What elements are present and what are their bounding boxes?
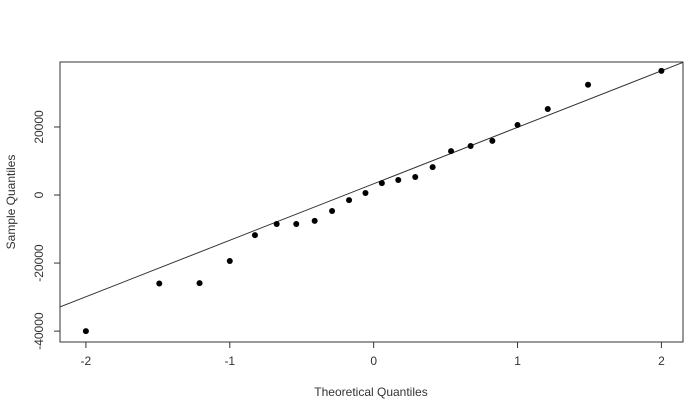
y-axis-label: Sample Quantiles [4, 155, 18, 250]
reference-line [60, 62, 683, 308]
point [429, 164, 436, 171]
point [362, 189, 369, 196]
point [395, 177, 402, 184]
point [346, 197, 353, 204]
x-axis-label: Theoretical Quantiles [314, 385, 427, 399]
point [448, 148, 455, 155]
x-tick-label: 1 [514, 354, 521, 368]
point [293, 220, 300, 227]
x-tick-label: -1 [224, 354, 235, 368]
point [412, 173, 419, 180]
point [658, 67, 665, 74]
y-tick-label: 0 [32, 191, 46, 198]
point [585, 81, 592, 88]
y-tick-label: -20000 [32, 244, 46, 282]
plot-frame [59, 61, 684, 343]
y-tick-label: 20000 [32, 110, 46, 144]
y-tick-label: -40000 [32, 312, 46, 350]
point [514, 121, 521, 128]
point [226, 258, 233, 265]
x-tick-label: 0 [370, 354, 377, 368]
point [82, 328, 89, 335]
point [489, 137, 496, 144]
point [156, 280, 163, 287]
x-tick-label: 2 [658, 354, 665, 368]
point [273, 220, 280, 227]
x-tick-label: -2 [81, 354, 92, 368]
point [467, 143, 474, 150]
plot-area [60, 62, 683, 335]
point [378, 180, 385, 187]
point [251, 232, 258, 239]
point [311, 217, 318, 224]
point [196, 280, 203, 287]
point [544, 105, 551, 112]
point [329, 208, 336, 215]
